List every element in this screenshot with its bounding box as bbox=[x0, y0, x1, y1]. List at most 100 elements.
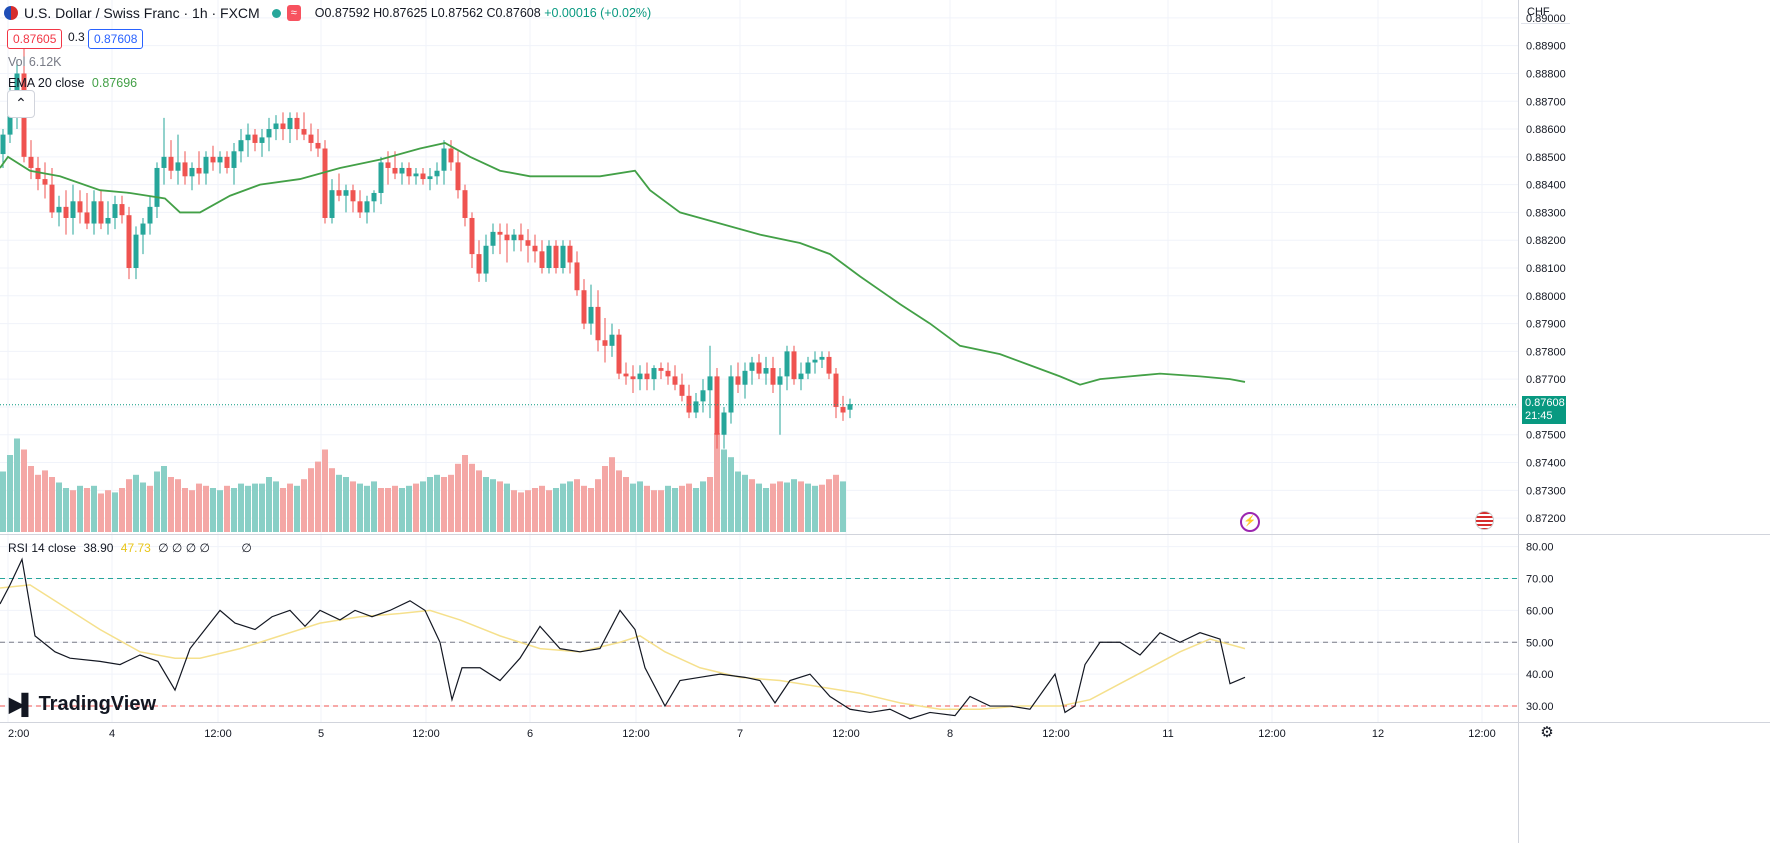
candle-body bbox=[406, 167, 412, 177]
candle-body bbox=[504, 234, 510, 241]
volume-bar bbox=[21, 449, 27, 532]
candle-body bbox=[448, 148, 454, 163]
volume-legend[interactable]: Vol 6.12K bbox=[8, 55, 62, 69]
volume-bar bbox=[483, 477, 489, 532]
volume-bar bbox=[791, 479, 797, 532]
candle-body bbox=[378, 162, 384, 193]
candle-body bbox=[749, 362, 755, 371]
volume-bar bbox=[252, 483, 258, 532]
candle-body bbox=[392, 167, 398, 174]
candle-body bbox=[371, 192, 377, 202]
volume-bar bbox=[553, 488, 559, 532]
volume-bar bbox=[490, 479, 496, 532]
price-tick-label: 0.87500 bbox=[1526, 430, 1566, 442]
volume-bar bbox=[308, 468, 314, 532]
candle-body bbox=[672, 376, 678, 385]
volume-bar bbox=[7, 455, 13, 532]
spread-value: 0.3 bbox=[68, 30, 85, 44]
candle-body bbox=[567, 245, 573, 263]
volume-bar bbox=[672, 488, 678, 532]
candle-body bbox=[427, 176, 433, 180]
volume-bar bbox=[833, 474, 839, 532]
usd-flag-icon bbox=[4, 6, 18, 20]
volume-bar bbox=[294, 485, 300, 532]
candle-body bbox=[805, 362, 811, 374]
volume-bar bbox=[609, 457, 615, 532]
time-tick-label: 4 bbox=[109, 728, 115, 740]
collapse-legend-button[interactable]: ⌃ bbox=[7, 90, 35, 118]
volume-bar bbox=[273, 481, 279, 532]
candle-body bbox=[539, 251, 545, 268]
volume-bar bbox=[805, 483, 811, 532]
candle-body bbox=[385, 162, 391, 168]
last-price-value: 0.87608 bbox=[1525, 397, 1565, 409]
time-tick-label: 12:00 bbox=[1042, 728, 1070, 740]
rsi-legend[interactable]: RSI 14 close 38.90 47.73 ∅ ∅ ∅ ∅ ∅ bbox=[8, 541, 252, 555]
volume-bar bbox=[420, 481, 426, 532]
candle-body bbox=[532, 245, 538, 252]
tradingview-logo-icon: ▶▌ bbox=[9, 694, 36, 716]
candle-body bbox=[70, 201, 76, 218]
candle-body bbox=[511, 234, 517, 241]
time-tick-label: 5 bbox=[318, 728, 324, 740]
us-event-flag-icon[interactable] bbox=[1475, 511, 1494, 530]
volume-bar bbox=[560, 483, 566, 532]
volume-bar bbox=[322, 449, 328, 532]
candle-body bbox=[266, 129, 272, 138]
market-status-icon[interactable] bbox=[271, 8, 281, 18]
candle-body bbox=[441, 148, 447, 171]
candle-body bbox=[91, 201, 97, 224]
time-tick-label: 7 bbox=[737, 728, 743, 740]
buy-button[interactable]: 0.87608 bbox=[88, 29, 144, 49]
price-tick-label: 0.88900 bbox=[1526, 41, 1566, 53]
ohlc-high: H0.87625 bbox=[373, 6, 428, 20]
ema-legend[interactable]: EMA 20 close 0.87696 bbox=[8, 76, 137, 90]
candle-body bbox=[364, 201, 370, 213]
price-tick-label: 0.88200 bbox=[1526, 235, 1566, 247]
volume-bar bbox=[245, 485, 251, 532]
candle-body bbox=[560, 245, 566, 268]
rsi-ma-line bbox=[0, 584, 1246, 710]
currency-selector[interactable]: CHF bbox=[1521, 0, 1570, 24]
candle-body bbox=[455, 162, 461, 191]
candle-body bbox=[651, 368, 657, 380]
volume-bar bbox=[378, 488, 384, 532]
ema-legend-value: 0.87696 bbox=[91, 76, 138, 90]
candle-body bbox=[763, 368, 769, 374]
rsi-tick-label: 80.00 bbox=[1526, 542, 1554, 554]
candle-body bbox=[476, 254, 482, 274]
price-tick-label: 0.88800 bbox=[1526, 68, 1566, 80]
symbol-title[interactable]: U.S. Dollar / Swiss Franc · 1h · FXCM bbox=[24, 5, 260, 21]
volume-bar bbox=[728, 457, 734, 532]
volume-bar bbox=[385, 488, 391, 532]
price-tick-label: 0.88000 bbox=[1526, 291, 1566, 303]
candle-body bbox=[140, 223, 146, 235]
candle-body bbox=[658, 368, 664, 371]
time-tick-label: 6 bbox=[527, 728, 533, 740]
volume-bar bbox=[462, 455, 468, 532]
volume-bar bbox=[91, 485, 97, 532]
price-tick-label: 0.88600 bbox=[1526, 124, 1566, 136]
tradingview-logo[interactable]: ▶▌ TradingView bbox=[9, 692, 156, 717]
volume-bar bbox=[126, 479, 132, 532]
time-tick-label: 12:00 bbox=[1468, 728, 1496, 740]
candle-body bbox=[483, 245, 489, 274]
lightning-event-icon[interactable]: ⚡ bbox=[1240, 512, 1260, 532]
volume-bar bbox=[238, 483, 244, 532]
volume-bar bbox=[812, 485, 818, 532]
candle-body bbox=[637, 373, 643, 380]
volume-bar bbox=[105, 490, 111, 532]
volume-bar bbox=[763, 488, 769, 532]
settings-gear-icon[interactable]: ⚙ bbox=[1540, 724, 1554, 741]
volume-bar bbox=[658, 490, 664, 532]
volume-bar bbox=[203, 485, 209, 532]
candle-body bbox=[56, 206, 62, 213]
candle-body bbox=[189, 167, 195, 177]
candle-body bbox=[847, 404, 853, 410]
sell-button[interactable]: 0.87605 bbox=[7, 29, 63, 49]
candle-body bbox=[693, 401, 699, 413]
volume-bar bbox=[476, 470, 482, 532]
volume-bar bbox=[140, 482, 146, 532]
data-badge[interactable]: ≈ bbox=[286, 5, 301, 21]
